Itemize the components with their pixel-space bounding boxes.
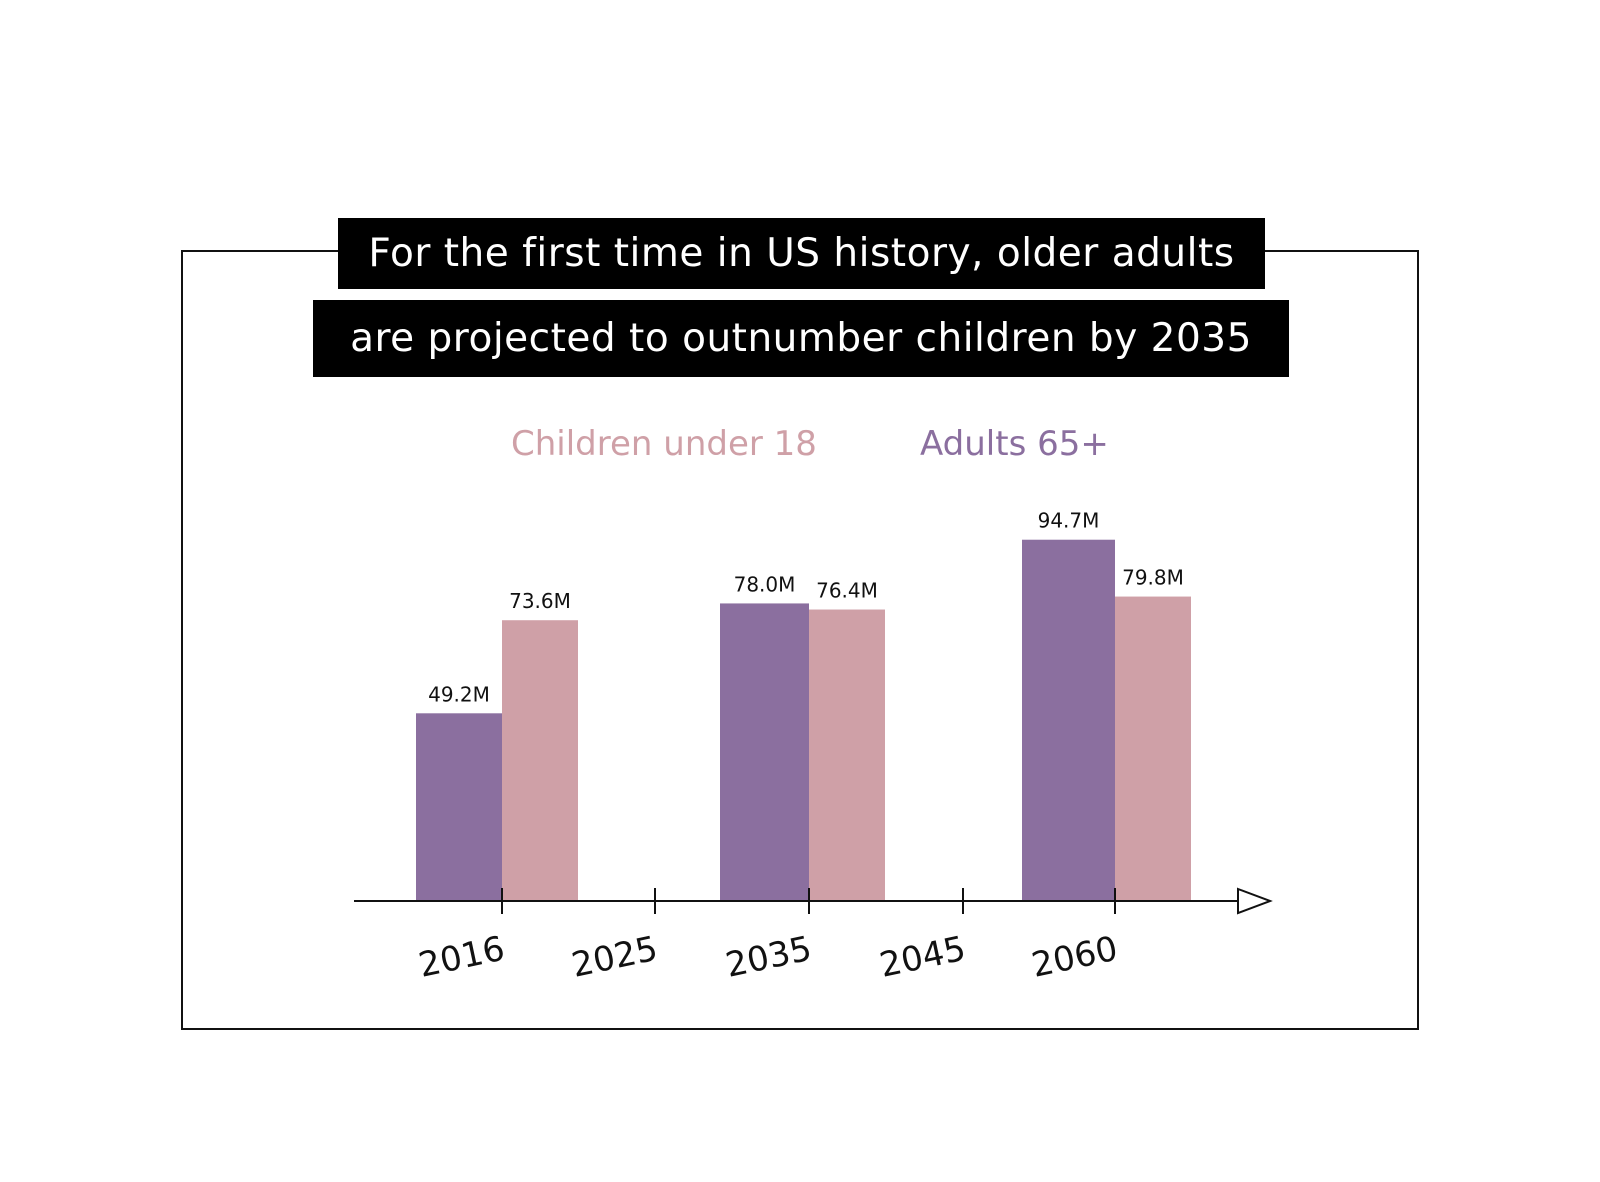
data-label-adults-65-2016: 49.2M (428, 682, 490, 706)
legend-item-adults-65: Adults 65+ (920, 424, 1109, 464)
bar-adults-65-2035 (720, 603, 809, 901)
bar-children-under-18-2035 (809, 609, 885, 901)
x-tick-label-2016: 2016 (415, 929, 508, 986)
x-tick-label-2025: 2025 (568, 929, 661, 986)
bar-children-under-18-2016 (502, 620, 578, 901)
x-tick-label-2045: 2045 (876, 929, 969, 986)
x-tick-label-2035: 2035 (722, 929, 815, 986)
chart-title-line-1: For the first time in US history, older … (338, 218, 1265, 289)
data-label-children-under-18-2060: 79.8M (1122, 566, 1184, 590)
bar-adults-65-2060 (1022, 539, 1115, 901)
data-label-children-under-18-2035: 76.4M (816, 579, 878, 603)
x-tick-label-2060: 2060 (1028, 929, 1121, 986)
data-label-children-under-18-2016: 73.6M (509, 589, 571, 613)
legend-item-children-under-18: Children under 18 (511, 424, 817, 464)
data-label-adults-65-2035: 78.0M (734, 572, 796, 596)
chart-title-line-2: are projected to outnumber children by 2… (313, 300, 1289, 377)
bar-children-under-18-2060 (1115, 596, 1191, 901)
data-label-adults-65-2060: 94.7M (1038, 509, 1100, 533)
x-axis-arrow-icon (1237, 887, 1273, 915)
bar-adults-65-2016 (416, 713, 502, 901)
